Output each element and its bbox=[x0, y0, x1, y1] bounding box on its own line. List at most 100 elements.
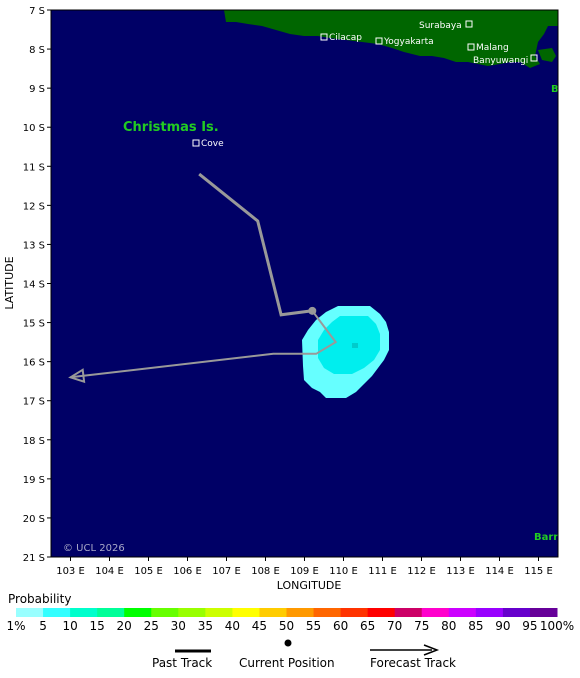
longitude-axis-title: LONGITUDE bbox=[277, 579, 342, 592]
legend-bin-label: 100% bbox=[540, 619, 574, 633]
city-label: Banyuwangi bbox=[473, 56, 528, 66]
lon-tick-label: 107 E bbox=[212, 566, 241, 577]
madura-landmass bbox=[476, 18, 542, 30]
lon-tick-label: 103 E bbox=[56, 566, 85, 577]
lat-tick-label: 20 S bbox=[23, 514, 45, 525]
lon-tick-label: 114 E bbox=[485, 566, 514, 577]
legend-bin-label: 65 bbox=[360, 619, 375, 633]
latitude-axis-title: LATITUDE bbox=[3, 256, 16, 309]
copyright-notice: © UCL 2026 bbox=[63, 543, 125, 554]
lon-tick-label: 111 E bbox=[368, 566, 397, 577]
city-marker-icon bbox=[530, 54, 538, 62]
current-position-legend-dot bbox=[284, 639, 292, 647]
legend-bin-label: 60 bbox=[333, 619, 348, 633]
city-cilacap: Cilacap bbox=[320, 33, 362, 43]
legend-bin-label: 85 bbox=[468, 619, 483, 633]
lon-tick-label: 110 E bbox=[329, 566, 358, 577]
current-position-legend: Current Position bbox=[239, 639, 335, 670]
forecast-track-legend-arrow-icon bbox=[423, 644, 440, 656]
legend-title: Probability bbox=[8, 592, 71, 606]
legend-color-swatch bbox=[448, 608, 477, 617]
lat-tick-label: 11 S bbox=[23, 162, 45, 173]
legend-color-swatch bbox=[421, 608, 450, 617]
edge-label-b: B bbox=[551, 84, 559, 95]
city-marker-icon bbox=[192, 139, 200, 147]
legend-color-swatch bbox=[502, 608, 531, 617]
city-malang: Malang bbox=[467, 43, 509, 53]
city-yogyakarta: Yogyakarta bbox=[375, 37, 434, 47]
probability-legend: 1% 5 10 15 20 25 30 35 40 45 50 55 60 65 70 75 80 85 90 95 1… bbox=[6, 608, 574, 633]
lat-tick-label: 9 S bbox=[29, 84, 45, 95]
legend-color-swatch bbox=[259, 608, 287, 617]
city-banyuwangi: Banyuwangi bbox=[473, 54, 538, 66]
city-marker-icon bbox=[467, 43, 475, 51]
city-marker-icon bbox=[320, 33, 328, 41]
forecast-track-legend-label: Forecast Track bbox=[370, 656, 456, 670]
legend-color-swatch bbox=[178, 608, 206, 617]
legend-color-swatch bbox=[151, 608, 179, 617]
legend-color-swatch bbox=[43, 608, 71, 617]
lat-tick-label: 19 S bbox=[23, 475, 45, 486]
city-label: Surabaya bbox=[419, 21, 462, 31]
lat-tick-label: 13 S bbox=[23, 240, 45, 251]
past-track-line bbox=[198, 172, 313, 317]
legend-bin-label: 25 bbox=[144, 619, 159, 633]
legend-bin-label: 10 bbox=[62, 619, 77, 633]
legend-bin-label: 20 bbox=[117, 619, 132, 633]
legend-color-swatch bbox=[340, 608, 369, 617]
legend-color-swatch bbox=[232, 608, 260, 617]
city-label: Malang bbox=[476, 43, 509, 53]
city-marker-icon bbox=[375, 37, 383, 45]
legend-color-swatch bbox=[124, 608, 152, 617]
map-content: Christmas Is. Cove Cilacap Yogyakarta Su… bbox=[63, 10, 559, 554]
legend-color-swatch bbox=[367, 608, 396, 617]
current-position-legend-label: Current Position bbox=[239, 656, 335, 670]
city-cove: Cove bbox=[192, 139, 224, 149]
legend-color-swatch bbox=[97, 608, 125, 617]
legend-bin-label: 45 bbox=[252, 619, 267, 633]
forecast-arrowhead bbox=[68, 368, 86, 384]
latitude-axis: 7 S 8 S 9 S 10 S 11 S 12 S 13 S 14 S 15 S 16 S 17 … bbox=[23, 6, 51, 564]
legend-color-swatch bbox=[394, 608, 423, 617]
lon-tick-label: 109 E bbox=[290, 566, 319, 577]
lon-tick-label: 112 E bbox=[407, 566, 436, 577]
java-landmass bbox=[224, 10, 558, 68]
lat-tick-label: 8 S bbox=[29, 45, 45, 56]
legend-bin-label: 75 bbox=[414, 619, 429, 633]
forecast-track-line bbox=[70, 310, 338, 379]
legend-bin-label: 70 bbox=[387, 619, 402, 633]
legend-bin-label: 5 bbox=[39, 619, 47, 633]
legend-bin-label: 40 bbox=[225, 619, 240, 633]
christmas-island-label: Christmas Is. bbox=[123, 120, 219, 135]
lon-tick-label: 106 E bbox=[173, 566, 202, 577]
lon-tick-label: 115 E bbox=[524, 566, 553, 577]
past-track-legend: Past Track bbox=[152, 649, 212, 670]
lat-tick-label: 14 S bbox=[23, 280, 45, 291]
lon-tick-label: 113 E bbox=[446, 566, 475, 577]
legend-color-swatch bbox=[70, 608, 98, 617]
legend-color-swatch bbox=[529, 608, 558, 617]
lon-tick-label: 104 E bbox=[95, 566, 124, 577]
legend-bin-label: 90 bbox=[495, 619, 510, 633]
longitude-axis: 103 E 104 E 105 E 106 E 107 E 108 E 109 E 110 E… bbox=[56, 557, 553, 577]
lon-tick-label: 108 E bbox=[251, 566, 280, 577]
legend-bin-label: 50 bbox=[279, 619, 294, 633]
legend-bin-label: 1% bbox=[6, 619, 25, 633]
city-label: Cove bbox=[201, 139, 224, 149]
legend-bin-label: 55 bbox=[306, 619, 321, 633]
ocean-background bbox=[51, 10, 558, 557]
legend-color-swatch bbox=[286, 608, 315, 617]
lat-tick-label: 10 S bbox=[23, 123, 45, 134]
legend-bin-label: 30 bbox=[171, 619, 186, 633]
lat-tick-label: 12 S bbox=[23, 201, 45, 212]
city-marker-icon bbox=[465, 20, 473, 28]
edge-label-barr: Barr bbox=[534, 532, 558, 543]
legend-color-swatch bbox=[16, 608, 44, 617]
current-position-marker bbox=[308, 306, 317, 315]
bali-landmass bbox=[538, 48, 556, 62]
legend-bin-label: 35 bbox=[198, 619, 213, 633]
lat-tick-label: 21 S bbox=[23, 553, 45, 564]
legend-bin-label: 95 bbox=[522, 619, 537, 633]
probability-swath-core bbox=[352, 343, 358, 348]
city-surabaya: Surabaya bbox=[419, 20, 473, 31]
